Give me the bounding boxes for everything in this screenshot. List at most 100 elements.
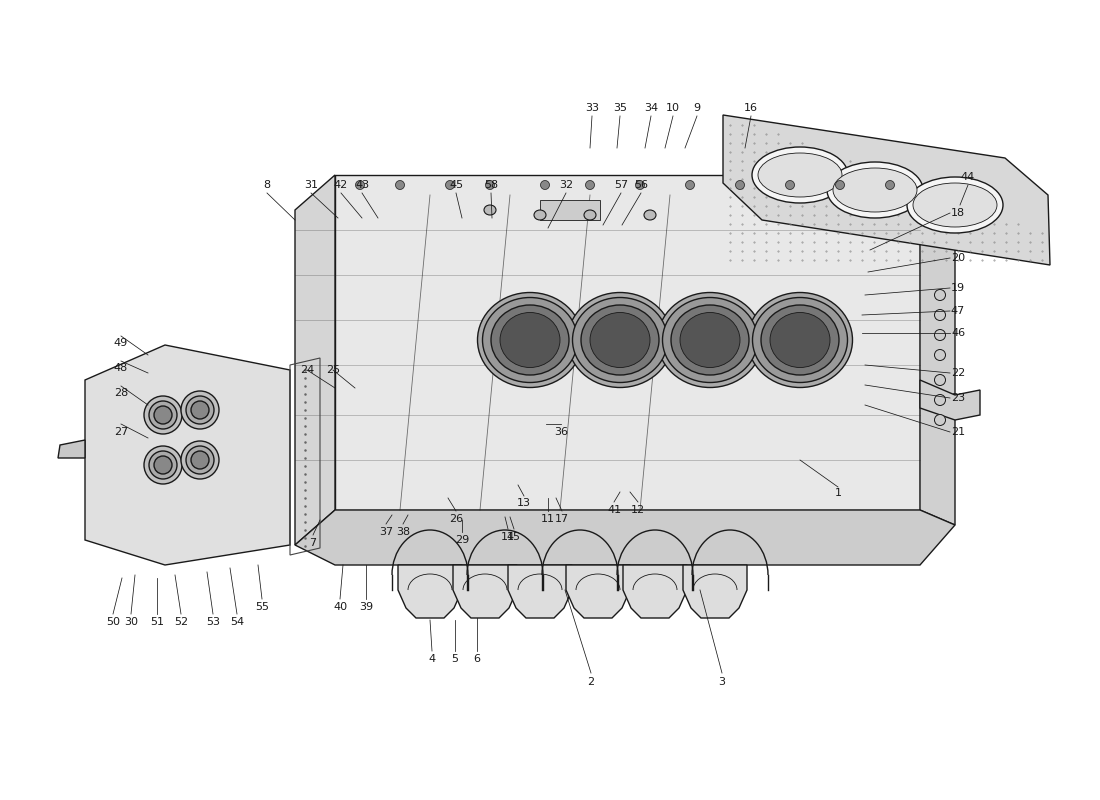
Text: 40: 40 [333, 602, 348, 612]
Polygon shape [336, 175, 920, 195]
Ellipse shape [191, 451, 209, 469]
Text: 32: 32 [559, 180, 573, 190]
Text: 8: 8 [263, 180, 271, 190]
Circle shape [396, 181, 405, 190]
Text: 57: 57 [614, 180, 628, 190]
Text: 11: 11 [541, 514, 556, 524]
Text: 43: 43 [355, 180, 370, 190]
Ellipse shape [758, 153, 842, 197]
Circle shape [886, 181, 894, 190]
Text: 45: 45 [449, 180, 463, 190]
Ellipse shape [568, 293, 672, 387]
Polygon shape [58, 440, 85, 458]
Ellipse shape [584, 210, 596, 220]
Ellipse shape [761, 305, 839, 375]
Text: 52: 52 [174, 617, 188, 627]
Text: 20: 20 [950, 253, 965, 263]
Text: 50: 50 [106, 617, 120, 627]
Text: 42: 42 [334, 180, 348, 190]
Text: 23: 23 [950, 393, 965, 403]
Text: 18: 18 [950, 208, 965, 218]
Text: 39: 39 [359, 602, 373, 612]
Ellipse shape [182, 441, 219, 479]
Ellipse shape [484, 205, 496, 215]
Ellipse shape [581, 305, 659, 375]
Text: 41: 41 [607, 505, 621, 515]
Text: 21: 21 [950, 427, 965, 437]
Text: 38: 38 [396, 527, 410, 537]
Ellipse shape [662, 298, 758, 382]
Text: 26: 26 [449, 514, 463, 524]
Polygon shape [920, 380, 980, 420]
Text: 13: 13 [517, 498, 531, 508]
Ellipse shape [908, 177, 1003, 233]
Ellipse shape [833, 168, 917, 212]
Circle shape [935, 374, 946, 386]
Ellipse shape [186, 396, 214, 424]
Ellipse shape [483, 298, 578, 382]
Ellipse shape [144, 396, 182, 434]
Ellipse shape [491, 305, 569, 375]
Circle shape [685, 181, 694, 190]
Text: 7: 7 [309, 538, 317, 548]
Text: 31: 31 [304, 180, 318, 190]
Circle shape [935, 394, 946, 406]
Circle shape [636, 181, 645, 190]
Text: 30: 30 [124, 617, 138, 627]
Text: 28: 28 [114, 388, 128, 398]
Text: 14: 14 [500, 532, 515, 542]
Polygon shape [508, 565, 572, 618]
Text: 48: 48 [114, 363, 128, 373]
Ellipse shape [191, 401, 209, 419]
Polygon shape [85, 345, 290, 565]
Ellipse shape [182, 391, 219, 429]
Text: 22: 22 [950, 368, 965, 378]
Circle shape [836, 181, 845, 190]
Polygon shape [295, 510, 955, 565]
Text: 37: 37 [378, 527, 393, 537]
Text: 55: 55 [255, 602, 270, 612]
Text: 58: 58 [484, 180, 498, 190]
Circle shape [446, 181, 454, 190]
Ellipse shape [658, 293, 762, 387]
Circle shape [935, 330, 946, 341]
Ellipse shape [500, 313, 560, 367]
Text: 16: 16 [744, 103, 758, 113]
Ellipse shape [148, 451, 177, 479]
Ellipse shape [148, 401, 177, 429]
Text: 47: 47 [950, 306, 965, 316]
Text: 25: 25 [326, 365, 340, 375]
Text: 9: 9 [693, 103, 701, 113]
Ellipse shape [748, 293, 852, 387]
Text: 3: 3 [718, 677, 726, 687]
Ellipse shape [534, 210, 546, 220]
Text: 49: 49 [114, 338, 128, 348]
Text: 1: 1 [835, 488, 842, 498]
Text: 56: 56 [634, 180, 648, 190]
Ellipse shape [752, 147, 848, 203]
Text: 17: 17 [554, 514, 569, 524]
Polygon shape [398, 565, 462, 618]
Circle shape [935, 310, 946, 321]
Ellipse shape [770, 313, 830, 367]
Ellipse shape [752, 298, 847, 382]
Ellipse shape [680, 313, 740, 367]
Ellipse shape [671, 305, 749, 375]
Ellipse shape [477, 293, 583, 387]
Polygon shape [453, 565, 517, 618]
Circle shape [935, 350, 946, 361]
Circle shape [540, 181, 550, 190]
Circle shape [935, 290, 946, 301]
Polygon shape [295, 175, 336, 545]
Circle shape [736, 181, 745, 190]
Polygon shape [566, 565, 630, 618]
Text: 15: 15 [507, 532, 521, 542]
Text: 4: 4 [428, 654, 436, 664]
Text: 5: 5 [451, 654, 459, 664]
Circle shape [935, 414, 946, 426]
Text: 24: 24 [300, 365, 315, 375]
Text: 36: 36 [554, 427, 568, 437]
Text: 29: 29 [455, 535, 469, 545]
Text: 2: 2 [587, 677, 595, 687]
Ellipse shape [154, 456, 172, 474]
